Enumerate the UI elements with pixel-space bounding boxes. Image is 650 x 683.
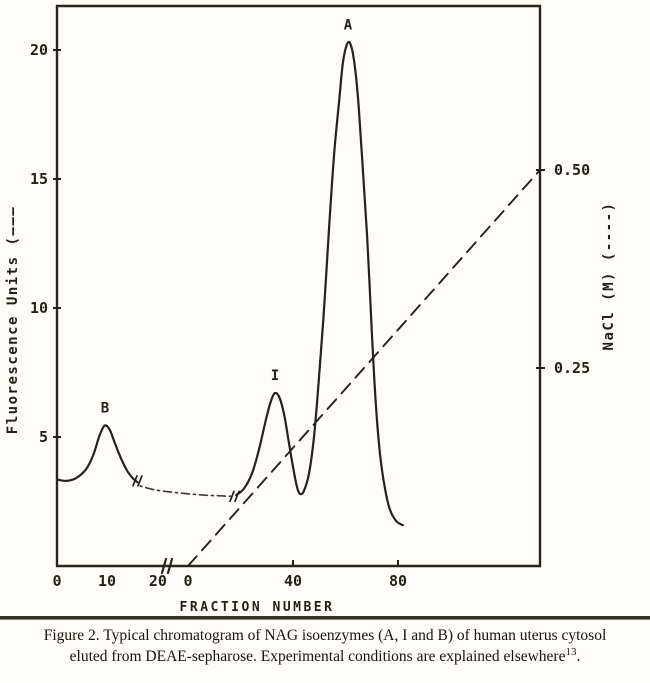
peak-label-B: B [101,400,109,416]
y-left-tick-label: 5 [39,428,48,446]
y-right-tick-label: 0.50 [554,161,590,179]
chromatogram-chart: 5 10 15 20 0.25 0.50 0 10 20 0 40 80 B I A Fluorescen… [5,4,617,615]
curve-break-mark [137,475,143,487]
axis-break-mark [160,557,168,575]
x-tick-label: 80 [389,572,407,590]
caption-line-2-text: eluted from DEAE-sepharose. Experimental… [69,648,566,665]
peak-labels: B I A [101,17,353,416]
fluorescence-curve-solid [235,40,404,527]
caption-reference-number: 13 [565,645,577,658]
caption-line-2: eluted from DEAE-sepharose. Experimental… [0,646,650,667]
curve-break-mark [229,490,235,503]
fluorescence-curve-solid [55,424,139,484]
break-marks [132,475,240,575]
y-right-tick-label: 0.25 [554,359,590,377]
chart-curves [55,40,541,567]
x-tick-label: 40 [284,572,302,590]
caption-line-1: Figure 2. Typical chromatogram of NAG is… [43,627,607,644]
x-tick-label: 20 [149,572,167,590]
peak-label-I: I [271,368,279,384]
plot-frame [55,4,542,568]
y-right-axis-title: NaCl (M) (----) [601,202,617,351]
nacl-gradient-curve-dashed [187,169,541,567]
curve-break-mark [132,475,138,487]
x-axis-title: FRACTION NUMBER [180,600,335,615]
axis-ticks: 5 10 15 20 0.25 0.50 0 10 20 0 40 80 [30,41,590,590]
x-tick-label: 0 [52,572,61,590]
caption-divider [0,616,650,620]
fluorescence-curve-dash-dot [139,485,233,498]
figure-caption: Figure 2. Typical chromatogram of NAG is… [0,625,650,667]
y-left-axis-title: Fluorescence Units (——— [5,206,21,434]
peak-label-A: A [344,17,353,33]
y-left-tick-label: 15 [30,170,48,188]
caption-line-2-period: . [576,648,581,665]
y-left-tick-label: 10 [30,299,48,317]
x-tick-label: 0 [183,572,192,590]
axis-break-mark [166,557,174,575]
y-left-tick-label: 20 [30,41,48,59]
curve-break-mark [234,490,240,503]
x-tick-label: 10 [98,572,116,590]
